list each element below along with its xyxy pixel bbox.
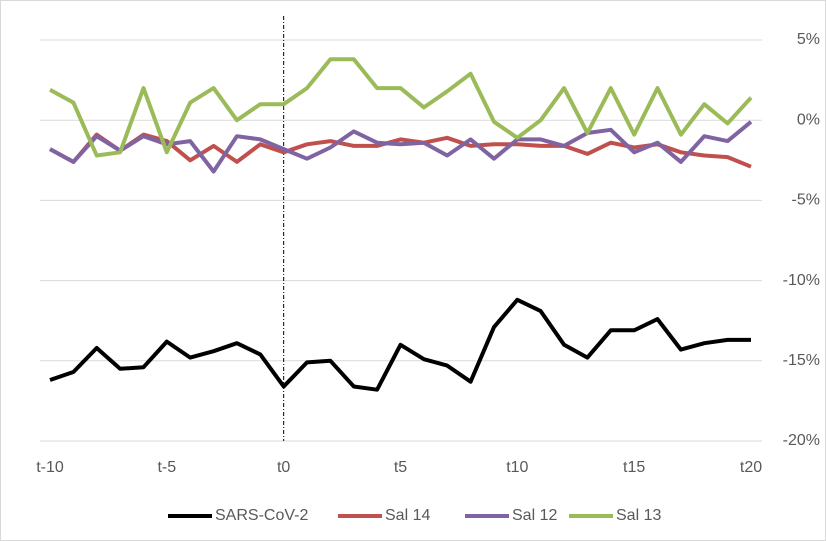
x-tick-label: t0	[277, 459, 290, 476]
legend-label: Sal 13	[616, 507, 661, 524]
y-tick-label: 5%	[797, 31, 820, 48]
x-tick-label: t-5	[157, 459, 176, 476]
y-tick-label: -5%	[792, 192, 820, 209]
series-line	[49, 120, 753, 174]
x-tick-label: t5	[394, 459, 407, 476]
y-tick-label: 0%	[797, 111, 820, 128]
series-line	[49, 57, 753, 158]
legend-label: SARS-CoV-2	[215, 507, 308, 524]
series-line	[49, 297, 751, 392]
y-tick-label: -10%	[783, 272, 820, 289]
series-line	[49, 132, 752, 169]
x-tick-label: t20	[740, 459, 762, 476]
legend-label: Sal 14	[385, 507, 430, 524]
y-tick-label: -15%	[783, 352, 820, 369]
x-tick-label: t15	[623, 459, 645, 476]
y-tick-label: -20%	[783, 432, 820, 449]
legend-label: Sal 12	[512, 507, 557, 524]
x-tick-label: t-10	[36, 459, 64, 476]
x-tick-label: t10	[506, 459, 528, 476]
